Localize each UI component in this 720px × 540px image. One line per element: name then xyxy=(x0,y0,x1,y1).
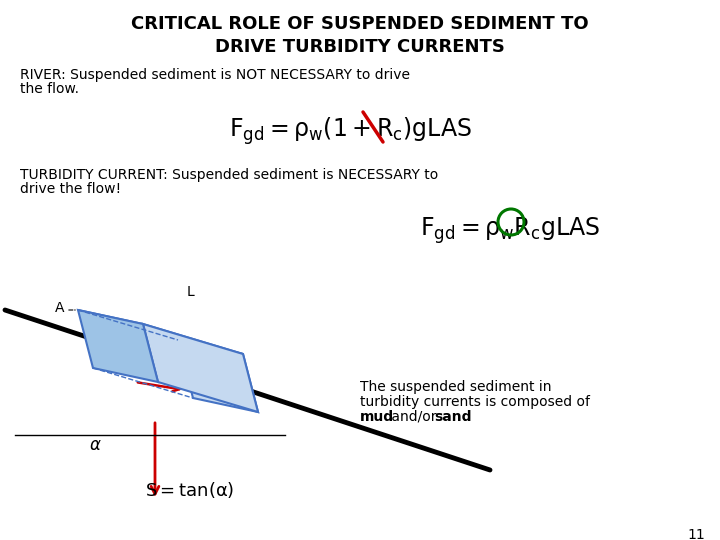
Text: sand: sand xyxy=(434,410,472,424)
Text: $\alpha$: $\alpha$ xyxy=(89,436,102,454)
Text: DRIVE TURBIDITY CURRENTS: DRIVE TURBIDITY CURRENTS xyxy=(215,38,505,56)
Polygon shape xyxy=(143,324,258,412)
Text: A: A xyxy=(55,301,65,315)
Text: .: . xyxy=(463,410,467,424)
Text: The suspended sediment in: The suspended sediment in xyxy=(360,380,552,394)
Text: and/or: and/or xyxy=(387,410,441,424)
Text: $\mathsf{F_{gd} = \rho_w(1+R_c)gLAS}$: $\mathsf{F_{gd} = \rho_w(1+R_c)gLAS}$ xyxy=(228,115,472,147)
Text: mud: mud xyxy=(360,410,394,424)
Text: the flow.: the flow. xyxy=(20,82,79,96)
Text: RIVER: Suspended sediment is NOT NECESSARY to drive: RIVER: Suspended sediment is NOT NECESSA… xyxy=(20,68,410,82)
Text: turbidity currents is composed of: turbidity currents is composed of xyxy=(360,395,590,409)
Polygon shape xyxy=(178,340,258,412)
Text: 11: 11 xyxy=(688,528,705,540)
Polygon shape xyxy=(78,310,158,382)
Text: CRITICAL ROLE OF SUSPENDED SEDIMENT TO: CRITICAL ROLE OF SUSPENDED SEDIMENT TO xyxy=(131,15,589,33)
Text: drive the flow!: drive the flow! xyxy=(20,182,121,196)
Text: $\mathsf{F_{gd} = \rho_w R_c gLAS}$: $\mathsf{F_{gd} = \rho_w R_c gLAS}$ xyxy=(420,215,600,246)
Text: TURBIDITY CURRENT: Suspended sediment is NECESSARY to: TURBIDITY CURRENT: Suspended sediment is… xyxy=(20,168,438,182)
Polygon shape xyxy=(78,310,243,354)
Text: L: L xyxy=(186,285,194,299)
Text: $\mathsf{S = tan(\alpha)}$: $\mathsf{S = tan(\alpha)}$ xyxy=(145,480,235,500)
